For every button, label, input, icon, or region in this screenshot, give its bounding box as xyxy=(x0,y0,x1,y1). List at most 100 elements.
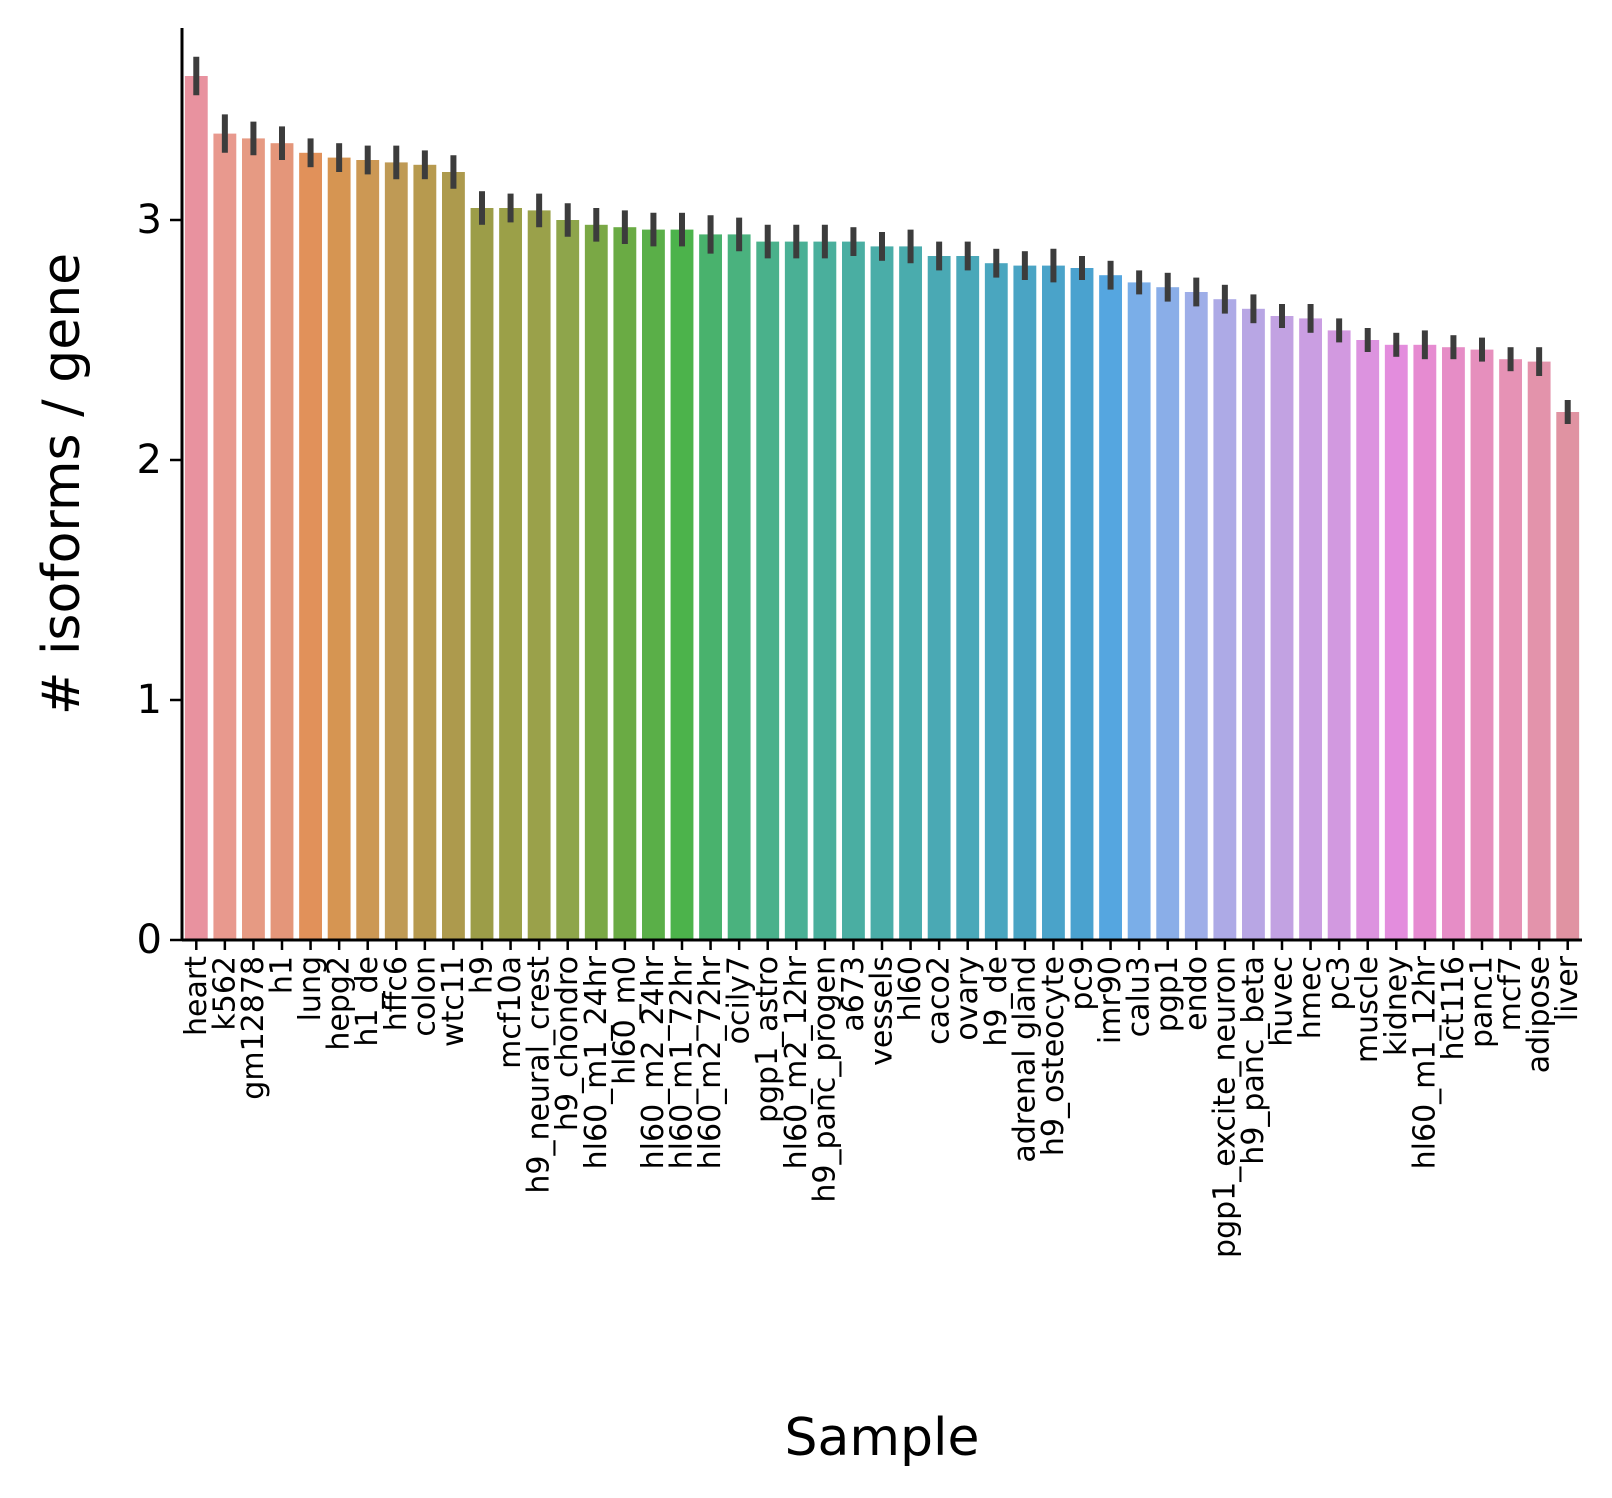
x-tick-label: adrenal gland xyxy=(1007,956,1042,1163)
x-tick-label: hl60_m1_24hr xyxy=(579,955,614,1169)
bar xyxy=(1013,265,1037,941)
bar xyxy=(1327,330,1351,940)
bar xyxy=(1242,308,1265,940)
bar xyxy=(327,157,351,941)
x-tick-label: hl60_m2_24hr xyxy=(636,955,671,1169)
x-tick-label: pc3 xyxy=(1322,956,1357,1011)
bar xyxy=(1270,316,1294,940)
x-tick-label: hepg2 xyxy=(322,956,357,1051)
bar xyxy=(413,164,437,941)
x-tick-label: hl60_m2_12hr xyxy=(779,955,814,1169)
x-tick-label: pgp1 xyxy=(1150,956,1185,1032)
y-tick-label: 2 xyxy=(137,437,162,483)
bar xyxy=(642,229,665,941)
x-tick-label: k562 xyxy=(207,956,242,1031)
bar xyxy=(899,246,922,940)
x-tick-label: hffc6 xyxy=(379,956,414,1031)
x-tick-label: endo xyxy=(1179,956,1214,1031)
x-tick-label: gm12878 xyxy=(236,956,271,1100)
x-tick-label: lung xyxy=(293,956,328,1021)
bar xyxy=(956,256,980,940)
bar xyxy=(584,224,608,941)
x-tick-label: pc9 xyxy=(1065,956,1100,1011)
bar xyxy=(1442,347,1465,940)
bar xyxy=(699,234,722,940)
x-tick-label: pgp1_excite_neuron xyxy=(1207,956,1242,1258)
x-tick-label: imr90 xyxy=(1093,956,1128,1044)
x-tick-label: a673 xyxy=(836,956,871,1032)
bar xyxy=(1127,282,1151,940)
x-tick-label: h9 xyxy=(465,956,500,994)
x-tick-label: ovary xyxy=(950,956,985,1041)
x-tick-label: h9_panc_progen xyxy=(807,956,842,1203)
x-tick-label: vessels xyxy=(865,956,900,1066)
bar xyxy=(842,241,865,941)
bar xyxy=(927,256,951,940)
x-tick-label: ocily7 xyxy=(722,956,757,1044)
errorbars-group xyxy=(193,56,1571,424)
bar xyxy=(613,227,637,940)
x-tick-label: hct116 xyxy=(1436,956,1471,1061)
x-tick-label: h9_de xyxy=(979,956,1014,1047)
x-tick-label: h1_de xyxy=(350,956,385,1047)
x-tick-label: adipose xyxy=(1522,956,1557,1073)
x-tick-label: h9_chondro xyxy=(550,956,585,1131)
x-tick-label: hl60 xyxy=(893,956,928,1022)
bar xyxy=(213,133,237,941)
bar xyxy=(184,76,208,940)
x-tick-label: calu3 xyxy=(1122,956,1157,1037)
bar xyxy=(1299,318,1322,940)
bar xyxy=(556,220,580,940)
x-tick-label: h1 xyxy=(265,956,300,994)
x-tick-label: hl60_m2_72hr xyxy=(693,955,728,1169)
x-tick-label: caco2 xyxy=(922,956,957,1045)
x-tick-label: mcf10a xyxy=(493,956,528,1069)
x-tick-label: hl60_m1_12hr xyxy=(1407,955,1442,1169)
x-tick-label: liver xyxy=(1550,955,1585,1021)
bar xyxy=(870,246,894,940)
bar xyxy=(756,241,780,941)
bar xyxy=(470,208,494,940)
bar xyxy=(1527,361,1551,941)
x-tick-label: muscle xyxy=(1350,956,1385,1063)
bar xyxy=(784,241,808,941)
bar xyxy=(384,162,408,940)
bar xyxy=(1213,299,1237,940)
bar xyxy=(670,229,694,941)
x-tick-label: huvec xyxy=(1265,956,1300,1047)
x-ticks-group: heartk562gm12878h1lunghepg2h1_dehffc6col… xyxy=(179,940,1585,1258)
bar xyxy=(1042,265,1065,941)
x-tick-label: mcf7 xyxy=(1493,956,1528,1031)
y-tick-label: 1 xyxy=(137,677,162,723)
x-tick-label: heart xyxy=(179,956,214,1036)
x-tick-label: hl60_m1_72hr xyxy=(665,955,700,1169)
x-tick-label: h9_panc_beta xyxy=(1236,956,1271,1165)
bar xyxy=(356,160,380,940)
y-tick-label: 3 xyxy=(137,197,162,243)
bar xyxy=(1499,359,1522,940)
bar xyxy=(442,172,465,940)
bar xyxy=(1184,292,1208,940)
y-tick-label: 0 xyxy=(137,917,162,963)
x-tick-label: pgp1_astro xyxy=(750,956,785,1123)
bar xyxy=(1070,268,1094,940)
y-ticks-group: 0 1 2 3 xyxy=(137,197,182,963)
x-tick-label: kidney xyxy=(1379,956,1414,1056)
bar xyxy=(299,152,322,941)
x-tick-label: h9_neural_crest xyxy=(522,956,557,1194)
x-axis-title: Sample xyxy=(785,1408,980,1468)
bar xyxy=(1413,344,1437,940)
bar xyxy=(1556,412,1580,940)
bar xyxy=(1470,349,1494,941)
x-tick-label: h9_osteocyte xyxy=(1036,956,1071,1156)
bar xyxy=(813,241,837,941)
x-tick-label: colon xyxy=(407,956,442,1037)
bar xyxy=(1099,275,1122,940)
bar xyxy=(499,208,522,940)
bar xyxy=(270,143,294,940)
bar xyxy=(1356,340,1380,940)
bar xyxy=(984,263,1008,940)
x-tick-label: wtc11 xyxy=(436,956,471,1047)
bar xyxy=(1156,287,1180,940)
